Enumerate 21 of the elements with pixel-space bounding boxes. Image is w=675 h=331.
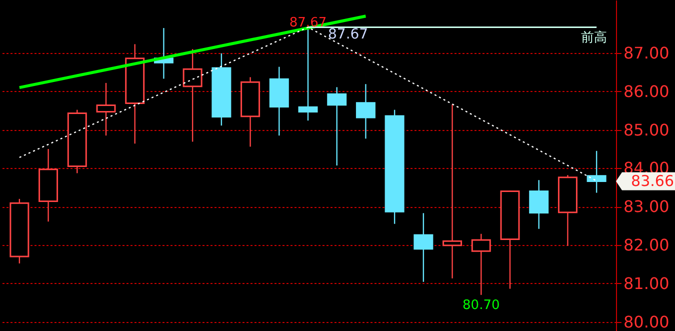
candlestick bbox=[586, 150, 606, 194]
candlestick bbox=[529, 179, 549, 230]
y-tick-label: 82.00 bbox=[624, 235, 670, 254]
candlestick bbox=[442, 104, 462, 279]
candlestick bbox=[327, 86, 347, 166]
candlestick bbox=[96, 82, 116, 136]
candlestick bbox=[298, 26, 318, 122]
candlestick bbox=[182, 48, 202, 142]
annotation: 80.70 bbox=[462, 298, 500, 313]
y-tick-label: 86.00 bbox=[624, 82, 670, 101]
y-tick-label: 80.00 bbox=[624, 312, 670, 331]
y-tick-label: 85.00 bbox=[624, 120, 670, 140]
annotation: 87.67 bbox=[328, 26, 368, 42]
y-tick-label: 83.00 bbox=[624, 197, 670, 216]
annotation: 87.67 bbox=[289, 15, 327, 30]
candlestick bbox=[471, 233, 491, 296]
ref-line-label: 前高 bbox=[581, 29, 607, 46]
y-tick-label: 87.00 bbox=[624, 43, 670, 62]
candlestick bbox=[356, 83, 376, 140]
y-tick-label: 81.00 bbox=[624, 274, 670, 293]
candlestick bbox=[414, 212, 434, 282]
